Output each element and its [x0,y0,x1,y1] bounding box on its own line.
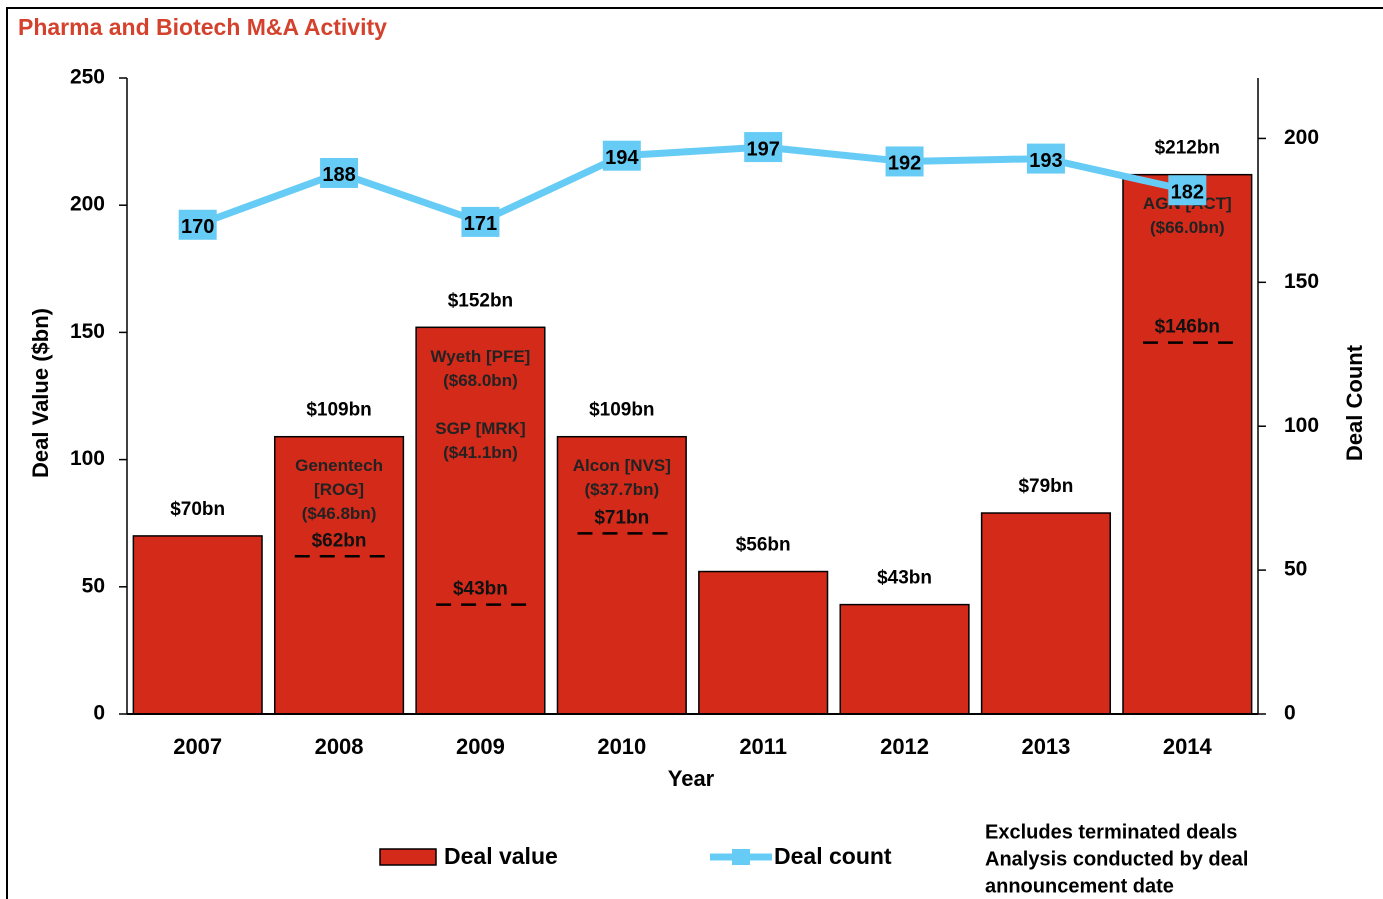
x-tick-label: 2014 [1163,734,1213,759]
bar [273,435,405,715]
dashed-label: $43bn [453,579,508,600]
bar-annotation: ($41.1bn) [443,443,518,462]
count-label: 170 [181,216,214,238]
y2-tick-label: 150 [1284,270,1319,293]
bar-value-label: $70bn [170,499,225,520]
x-tick-label: 2013 [1021,734,1070,759]
bar-value-label: $43bn [877,568,932,589]
count-marker [178,209,217,240]
bar-value-label: $109bn [589,400,654,421]
y-tick-label: 150 [70,320,105,343]
legend-label: Deal count [774,843,892,869]
bar [839,603,970,715]
count-label: 194 [605,147,639,169]
count-label: 197 [747,138,780,160]
count-marker [602,140,641,171]
bar-value-label: $56bn [736,535,791,556]
count-label: 193 [1029,150,1062,172]
y2-tick-label: 0 [1284,702,1296,725]
legend-swatch [379,848,437,866]
bar-annotation: ($66.0bn) [1150,218,1225,237]
count-marker [744,132,783,163]
x-tick-label: 2008 [315,734,364,759]
bar-annotation: Genentech [295,456,383,475]
dashed-label: $146bn [1155,317,1220,338]
bar [1122,173,1253,715]
count-label: 182 [1171,182,1204,204]
dashed-label: $71bn [594,507,649,528]
bar-annotation: [ROG] [314,480,364,499]
x-tick-label: 2007 [173,734,222,759]
x-axis-title: Year [668,766,715,791]
count-marker [1026,143,1065,174]
bar-value-label: $152bn [448,290,513,311]
y2-tick-label: 200 [1284,126,1319,149]
count-label: 171 [464,213,497,235]
y-tick-label: 250 [70,66,105,89]
y2-axis-title: Deal Count [1342,344,1367,461]
frame [6,7,1383,899]
bar-annotation: Wyeth [PFE] [431,347,531,366]
y2-tick-label: 100 [1284,414,1319,437]
bar-annotation: ($46.8bn) [302,504,377,523]
y-tick-label: 50 [82,574,105,597]
count-line [196,143,1189,229]
count-marker [320,157,359,188]
bar-value-label: $79bn [1018,476,1073,497]
y-tick-label: 0 [93,702,105,725]
x-tick-label: 2010 [597,734,646,759]
x-tick-label: 2011 [739,734,787,759]
y-tick-label: 200 [70,193,105,216]
bar-annotation: SGP [MRK] [435,419,525,438]
count-marker [461,206,500,237]
count-marker [1168,175,1207,206]
x-tick-label: 2012 [880,734,929,759]
legend-label: Deal value [444,843,558,869]
y2-tick-label: 50 [1284,558,1307,581]
count-label: 192 [888,153,921,175]
note: announcement date [985,875,1174,897]
count-marker [885,146,924,177]
bar [556,435,687,715]
bar-annotation: Alcon [NVS] [573,456,671,475]
legend-swatch [732,849,750,865]
y-axis-title: Deal Value ($bn) [28,308,53,478]
bar-annotation: ($37.7bn) [584,480,659,499]
x-tick-label: 2009 [456,734,505,759]
note: Excludes terminated deals [985,821,1237,843]
count-label: 188 [322,164,355,186]
bar [698,570,829,715]
bar [980,512,1112,715]
y-tick-label: 100 [70,447,105,470]
bar [415,326,546,715]
bar-value-label: $212bn [1155,138,1220,159]
chart-title: Pharma and Biotech M&A Activity [18,14,387,40]
bar [132,535,263,715]
note: Analysis conducted by deal [985,848,1248,870]
bar-value-label: $109bn [306,400,371,421]
dashed-label: $62bn [312,530,367,551]
bar-annotation: ($68.0bn) [443,371,518,390]
